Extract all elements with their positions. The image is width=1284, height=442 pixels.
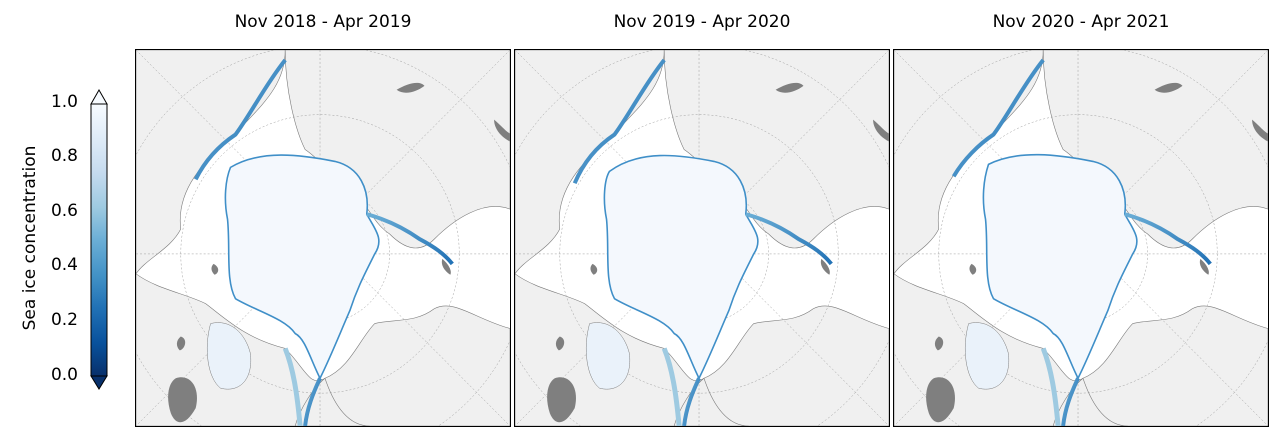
colorbar-tick-label: 1.0 (50, 92, 78, 112)
sea-ice-pack (603, 154, 759, 381)
panel-title-3: Nov 2020 - Apr 2021 (992, 12, 1170, 32)
sea-ice-pack (982, 153, 1138, 381)
map-panel-3 (893, 49, 1269, 427)
ice-edge-barents (951, 58, 1045, 178)
panel-title-2: Nov 2019 - Apr 2020 (613, 12, 791, 32)
colorbar-extend-bottom (90, 375, 108, 390)
panel-title-1: Nov 2018 - Apr 2019 (234, 12, 412, 32)
ice-edge-barents (572, 58, 666, 185)
ice-edge-kara (366, 212, 454, 266)
dark-land-patches (168, 82, 510, 423)
colorbar-tick-label: 0.2 (50, 310, 78, 330)
map-panel-2 (514, 49, 890, 427)
sea-ice-hudson (585, 322, 631, 390)
colorbar-bar (90, 88, 108, 390)
land-europe (515, 50, 665, 275)
dark-land-patches (926, 82, 1268, 423)
sea-ice-hudson (964, 322, 1010, 390)
ice-edge-baffin (682, 377, 701, 426)
sea-ice-pack (224, 154, 380, 381)
map-panel-1 (135, 49, 511, 427)
map-svg (136, 50, 510, 426)
ice-edge-labrador (282, 347, 303, 426)
ice-edge-baffin (1061, 377, 1080, 426)
colorbar-tick-label: 0.0 (50, 365, 78, 385)
ice-edge-barents (193, 58, 287, 181)
sea-ice-hudson (206, 322, 252, 390)
ice-edge-kara (1124, 212, 1212, 266)
colorbar-label: Sea ice concentration (20, 145, 40, 331)
ice-edge-kara (745, 212, 833, 266)
colorbar-tick-label: 0.6 (50, 201, 78, 221)
ice-edge-labrador (661, 347, 682, 426)
colorbar-tick-label: 0.4 (50, 255, 78, 275)
map-svg (894, 50, 1268, 426)
dark-land-patches (547, 82, 889, 423)
map-svg (515, 50, 889, 426)
ice-edge-labrador (1040, 347, 1061, 426)
ice-edge-baffin (303, 377, 322, 426)
colorbar-extend-top (90, 88, 108, 105)
colorbar-tick-label: 0.8 (50, 146, 78, 166)
